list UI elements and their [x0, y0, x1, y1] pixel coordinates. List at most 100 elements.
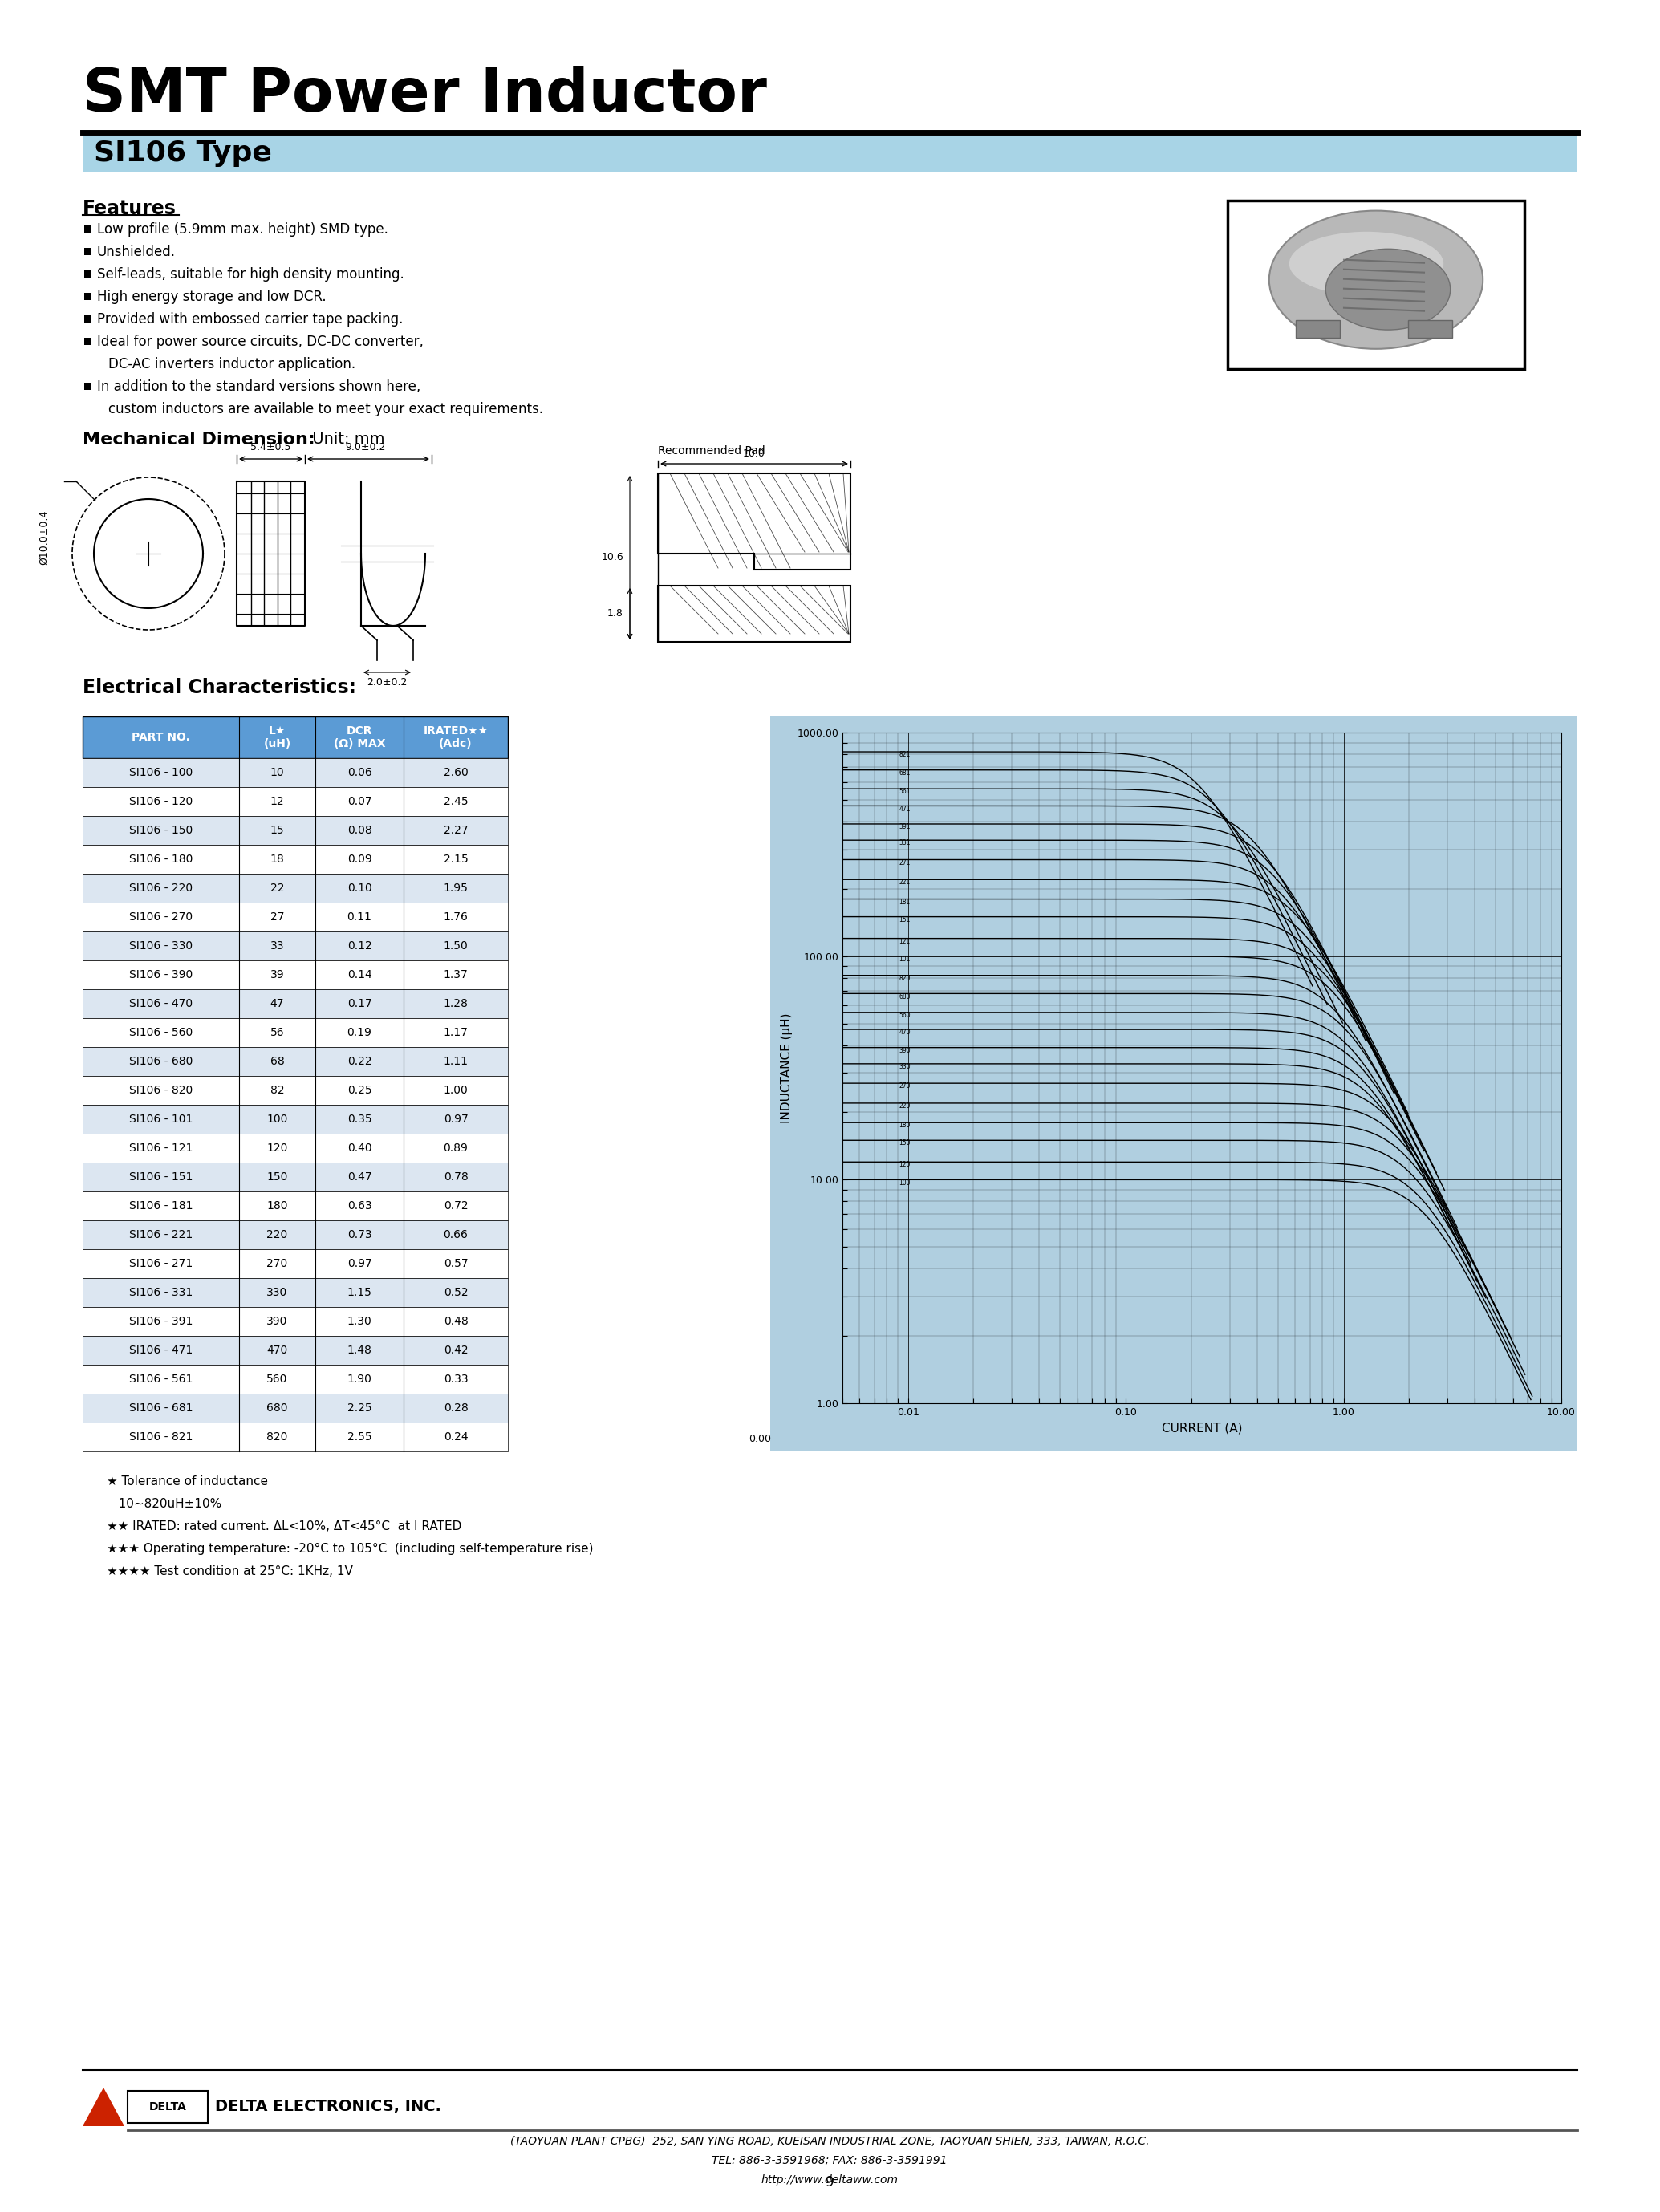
- Text: 1.15: 1.15: [347, 1287, 372, 1298]
- Text: 9.0±0.2: 9.0±0.2: [345, 442, 385, 453]
- Text: 10~820uH±10%: 10~820uH±10%: [106, 1498, 222, 1511]
- Text: SI106 - 151: SI106 - 151: [129, 1172, 193, 1183]
- Text: SI106 - 331: SI106 - 331: [129, 1287, 193, 1298]
- Text: 1.90: 1.90: [347, 1374, 372, 1385]
- Text: 0.07: 0.07: [347, 796, 372, 807]
- Text: Electrical Characteristics:: Electrical Characteristics:: [83, 677, 357, 697]
- Text: DELTA ELECTRONICS, INC.: DELTA ELECTRONICS, INC.: [216, 2099, 442, 2115]
- Text: 680: 680: [900, 993, 911, 1000]
- Text: 180: 180: [267, 1201, 287, 1212]
- Text: 1.28: 1.28: [443, 998, 468, 1009]
- Bar: [83, 931, 508, 960]
- Text: 1.17: 1.17: [443, 1026, 468, 1037]
- Text: 100: 100: [900, 1179, 911, 1186]
- Text: Self-leads, suitable for high density mounting.: Self-leads, suitable for high density mo…: [96, 268, 403, 281]
- Text: 560: 560: [267, 1374, 287, 1385]
- Text: SI106 - 220: SI106 - 220: [129, 883, 193, 894]
- Ellipse shape: [1326, 250, 1451, 330]
- Ellipse shape: [1290, 232, 1444, 296]
- Bar: [83, 1104, 508, 1135]
- Text: 2.25: 2.25: [347, 1402, 372, 1413]
- Text: 120: 120: [267, 1144, 287, 1155]
- Text: SI106 - 471: SI106 - 471: [129, 1345, 193, 1356]
- Text: 2.15: 2.15: [443, 854, 468, 865]
- Bar: [85, 338, 91, 345]
- Ellipse shape: [1270, 210, 1482, 349]
- Text: 0.00: 0.00: [749, 1433, 770, 1444]
- Text: 681: 681: [900, 770, 911, 776]
- Text: 270: 270: [267, 1259, 287, 1270]
- Text: 0.28: 0.28: [443, 1402, 468, 1413]
- Text: 0.17: 0.17: [347, 998, 372, 1009]
- Text: 0.06: 0.06: [347, 768, 372, 779]
- Text: ★★★★ Test condition at 25°C: 1KHz, 1V: ★★★★ Test condition at 25°C: 1KHz, 1V: [106, 1566, 354, 1577]
- Text: 180: 180: [900, 1121, 911, 1128]
- Bar: [83, 1365, 508, 1394]
- Bar: [1296, 321, 1340, 338]
- Text: SI106 - 271: SI106 - 271: [129, 1259, 193, 1270]
- Bar: [83, 1192, 508, 1221]
- Text: 0.72: 0.72: [443, 1201, 468, 1212]
- Text: 0.47: 0.47: [347, 1172, 372, 1183]
- Text: 560: 560: [900, 1011, 911, 1020]
- Text: 56: 56: [271, 1026, 284, 1037]
- Text: 0.42: 0.42: [443, 1345, 468, 1356]
- Y-axis label: INDUCTANCE (μH): INDUCTANCE (μH): [780, 1013, 792, 1124]
- Text: 330: 330: [900, 1064, 911, 1071]
- Text: 0.35: 0.35: [347, 1113, 372, 1126]
- Text: 0.40: 0.40: [347, 1144, 372, 1155]
- Text: 221: 221: [900, 878, 910, 887]
- Text: 181: 181: [900, 898, 910, 905]
- Text: IRATED★★
(Adc): IRATED★★ (Adc): [423, 726, 488, 750]
- Bar: [83, 816, 508, 845]
- Text: 471: 471: [900, 805, 911, 812]
- Text: 391: 391: [900, 823, 911, 830]
- Text: 0.97: 0.97: [347, 1259, 372, 1270]
- Bar: [83, 1394, 508, 1422]
- Text: SI106 - 560: SI106 - 560: [129, 1026, 193, 1037]
- Text: 68: 68: [271, 1055, 284, 1066]
- Text: 330: 330: [267, 1287, 287, 1298]
- Text: SI106 - 390: SI106 - 390: [129, 969, 193, 980]
- Text: SMT Power Inductor: SMT Power Inductor: [83, 66, 767, 124]
- Text: 680: 680: [267, 1402, 287, 1413]
- Text: 220: 220: [267, 1230, 287, 1241]
- Text: 150: 150: [900, 1139, 911, 1146]
- Bar: [85, 292, 91, 301]
- Text: SI106 - 221: SI106 - 221: [129, 1230, 193, 1241]
- Text: DC-AC inverters inductor application.: DC-AC inverters inductor application.: [108, 356, 355, 372]
- Bar: [83, 717, 508, 759]
- Text: SI106 - 820: SI106 - 820: [129, 1084, 193, 1095]
- Text: 2.55: 2.55: [347, 1431, 372, 1442]
- Text: Mechanical Dimension:: Mechanical Dimension:: [83, 431, 315, 447]
- Text: SI106 - 470: SI106 - 470: [129, 998, 193, 1009]
- Text: 0.89: 0.89: [443, 1144, 468, 1155]
- Text: 100: 100: [267, 1113, 287, 1126]
- Text: 270: 270: [900, 1082, 911, 1091]
- Text: 151: 151: [900, 916, 911, 922]
- Text: 0.48: 0.48: [443, 1316, 468, 1327]
- Text: 0.08: 0.08: [347, 825, 372, 836]
- Text: 821: 821: [900, 752, 910, 759]
- Text: 9: 9: [825, 2174, 833, 2190]
- Text: Unshielded.: Unshielded.: [96, 246, 176, 259]
- Text: 1.48: 1.48: [347, 1345, 372, 1356]
- Text: 820: 820: [267, 1431, 287, 1442]
- Text: 470: 470: [267, 1345, 287, 1356]
- Text: PART NO.: PART NO.: [131, 732, 191, 743]
- Text: 390: 390: [900, 1046, 911, 1055]
- Text: 150: 150: [267, 1172, 287, 1183]
- Text: 0.25: 0.25: [347, 1084, 372, 1095]
- Bar: [83, 787, 508, 816]
- Text: 1.11: 1.11: [443, 1055, 468, 1066]
- Text: Provided with embossed carrier tape packing.: Provided with embossed carrier tape pack…: [96, 312, 403, 327]
- Bar: [128, 2090, 208, 2124]
- Text: 27: 27: [271, 911, 284, 922]
- Text: 121: 121: [900, 938, 910, 945]
- Text: SI106 - 150: SI106 - 150: [129, 825, 193, 836]
- Text: SI106 Type: SI106 Type: [95, 139, 272, 166]
- Text: 120: 120: [900, 1161, 911, 1168]
- Text: Features: Features: [83, 199, 176, 219]
- Text: 561: 561: [900, 787, 911, 796]
- Text: 1.00: 1.00: [443, 1084, 468, 1095]
